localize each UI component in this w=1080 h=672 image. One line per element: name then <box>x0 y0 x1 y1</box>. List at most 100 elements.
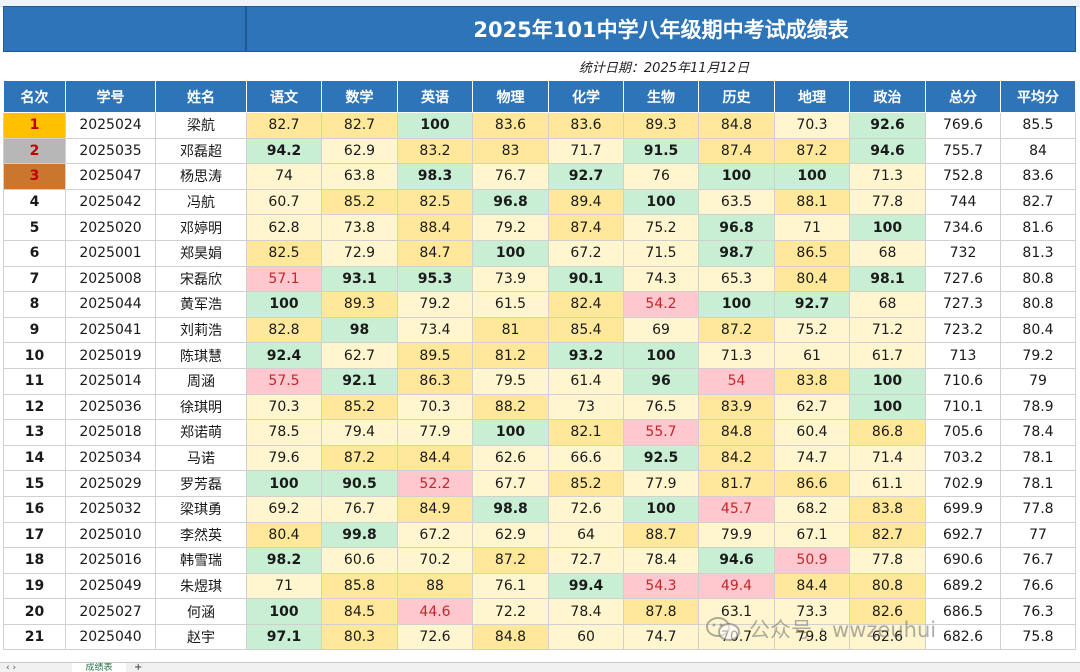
score-cell[interactable]: 78.5 <box>246 419 322 446</box>
score-cell[interactable]: 87.2 <box>698 316 775 344</box>
student-id-cell[interactable]: 2025020 <box>65 214 156 241</box>
score-cell[interactable]: 100 <box>623 188 699 216</box>
score-cell[interactable]: 727.3 <box>925 291 1001 318</box>
student-id-cell[interactable]: 2025032 <box>65 495 156 523</box>
score-cell[interactable]: 71 <box>246 572 322 600</box>
score-cell[interactable]: 92.7 <box>774 291 850 318</box>
score-cell[interactable]: 79 <box>1000 367 1076 395</box>
score-cell[interactable]: 84.5 <box>321 598 398 625</box>
score-cell[interactable]: 690.6 <box>925 547 1001 574</box>
score-cell[interactable]: 100 <box>849 367 926 395</box>
score-cell[interactable]: 92.5 <box>623 444 699 472</box>
score-cell[interactable]: 54.3 <box>623 572 699 600</box>
score-cell[interactable]: 70.3 <box>774 112 850 139</box>
score-cell[interactable]: 744 <box>925 188 1001 216</box>
student-id-cell[interactable]: 2025036 <box>65 393 156 421</box>
score-cell[interactable]: 69.2 <box>246 495 322 523</box>
score-cell[interactable]: 72.6 <box>548 495 624 523</box>
student-name-cell[interactable]: 邓婷明 <box>155 214 247 241</box>
score-cell[interactable]: 89.3 <box>623 112 699 139</box>
score-cell[interactable]: 100 <box>397 112 473 139</box>
score-cell[interactable]: 76 <box>623 163 699 190</box>
score-cell[interactable]: 85.5 <box>1000 112 1076 139</box>
score-cell[interactable]: 752.8 <box>925 163 1001 190</box>
score-cell[interactable]: 100 <box>623 495 699 523</box>
score-cell[interactable]: 49.4 <box>698 572 775 600</box>
student-id-cell[interactable]: 2025014 <box>65 367 156 395</box>
score-cell[interactable]: 87.2 <box>321 444 398 472</box>
score-cell[interactable]: 86.8 <box>849 419 926 446</box>
score-cell[interactable]: 79.2 <box>472 214 549 241</box>
score-cell[interactable]: 67.1 <box>774 521 850 549</box>
score-cell[interactable]: 84.4 <box>397 444 473 472</box>
score-cell[interactable]: 62.9 <box>472 521 549 549</box>
score-cell[interactable]: 62.7 <box>774 393 850 421</box>
score-cell[interactable]: 769.6 <box>925 112 1001 139</box>
student-name-cell[interactable]: 黄军浩 <box>155 291 247 318</box>
score-cell[interactable]: 85.2 <box>321 188 398 216</box>
column-header[interactable]: 英语 <box>397 80 473 113</box>
score-cell[interactable]: 71.2 <box>849 316 926 344</box>
score-cell[interactable]: 89.5 <box>397 342 473 369</box>
score-cell[interactable]: 75.2 <box>623 214 699 241</box>
score-cell[interactable]: 93.2 <box>548 342 624 369</box>
score-cell[interactable]: 69 <box>623 316 699 344</box>
column-header[interactable]: 生物 <box>623 80 699 113</box>
score-cell[interactable]: 67.7 <box>472 470 549 497</box>
score-cell[interactable]: 92.7 <box>548 163 624 190</box>
score-cell[interactable]: 703.2 <box>925 444 1001 472</box>
title-left-block[interactable] <box>3 6 246 52</box>
student-name-cell[interactable]: 郑诺萌 <box>155 419 247 446</box>
score-cell[interactable]: 78.9 <box>1000 393 1076 421</box>
score-cell[interactable]: 84.8 <box>698 112 775 139</box>
student-name-cell[interactable]: 徐琪明 <box>155 393 247 421</box>
score-cell[interactable]: 75.2 <box>774 316 850 344</box>
score-cell[interactable]: 63.8 <box>321 163 398 190</box>
score-cell[interactable]: 62.6 <box>849 623 926 651</box>
column-header[interactable]: 名次 <box>3 80 66 113</box>
score-cell[interactable]: 73.4 <box>397 316 473 344</box>
student-name-cell[interactable]: 宋磊欣 <box>155 265 247 293</box>
score-cell[interactable]: 79.8 <box>774 623 850 651</box>
column-header[interactable]: 平均分 <box>1000 80 1076 113</box>
score-cell[interactable]: 85.4 <box>548 316 624 344</box>
score-cell[interactable]: 96.8 <box>698 214 775 241</box>
score-cell[interactable]: 93.1 <box>321 265 398 293</box>
student-id-cell[interactable]: 2025047 <box>65 163 156 190</box>
score-cell[interactable]: 57.5 <box>246 367 322 395</box>
score-cell[interactable]: 80.8 <box>1000 265 1076 293</box>
rank-cell[interactable]: 12 <box>3 393 66 421</box>
score-cell[interactable]: 692.7 <box>925 521 1001 549</box>
score-cell[interactable]: 85.2 <box>321 393 398 421</box>
score-cell[interactable]: 82.7 <box>849 521 926 549</box>
student-name-cell[interactable]: 何涵 <box>155 598 247 625</box>
score-cell[interactable]: 72.9 <box>321 239 398 267</box>
score-cell[interactable]: 82.8 <box>246 316 322 344</box>
sheet-title[interactable]: 2025年101中学八年级期中考试成绩表 <box>246 6 1076 52</box>
score-cell[interactable]: 87.2 <box>774 137 850 165</box>
score-cell[interactable]: 70.3 <box>397 393 473 421</box>
rank-cell[interactable]: 17 <box>3 521 66 549</box>
score-cell[interactable]: 94.6 <box>698 547 775 574</box>
score-cell[interactable]: 82.1 <box>548 419 624 446</box>
score-cell[interactable]: 95.3 <box>397 265 473 293</box>
score-cell[interactable]: 70.3 <box>246 393 322 421</box>
score-cell[interactable]: 80.4 <box>774 265 850 293</box>
score-cell[interactable]: 100 <box>698 163 775 190</box>
score-cell[interactable]: 100 <box>849 393 926 421</box>
score-cell[interactable]: 83 <box>472 137 549 165</box>
score-cell[interactable]: 74.7 <box>623 623 699 651</box>
score-cell[interactable]: 62.8 <box>246 214 322 241</box>
score-cell[interactable]: 78.1 <box>1000 444 1076 472</box>
sheet-nav-arrows[interactable]: ‹ › <box>6 663 17 672</box>
add-sheet-button[interactable]: + <box>134 662 143 672</box>
score-cell[interactable]: 62.6 <box>472 444 549 472</box>
column-header[interactable]: 物理 <box>472 80 549 113</box>
score-cell[interactable]: 79.5 <box>472 367 549 395</box>
score-cell[interactable]: 84.8 <box>472 623 549 651</box>
score-cell[interactable]: 79.2 <box>397 291 473 318</box>
score-cell[interactable]: 98.2 <box>246 547 322 574</box>
student-name-cell[interactable]: 杨思涛 <box>155 163 247 190</box>
score-cell[interactable]: 68 <box>849 291 926 318</box>
score-cell[interactable]: 65.3 <box>698 265 775 293</box>
